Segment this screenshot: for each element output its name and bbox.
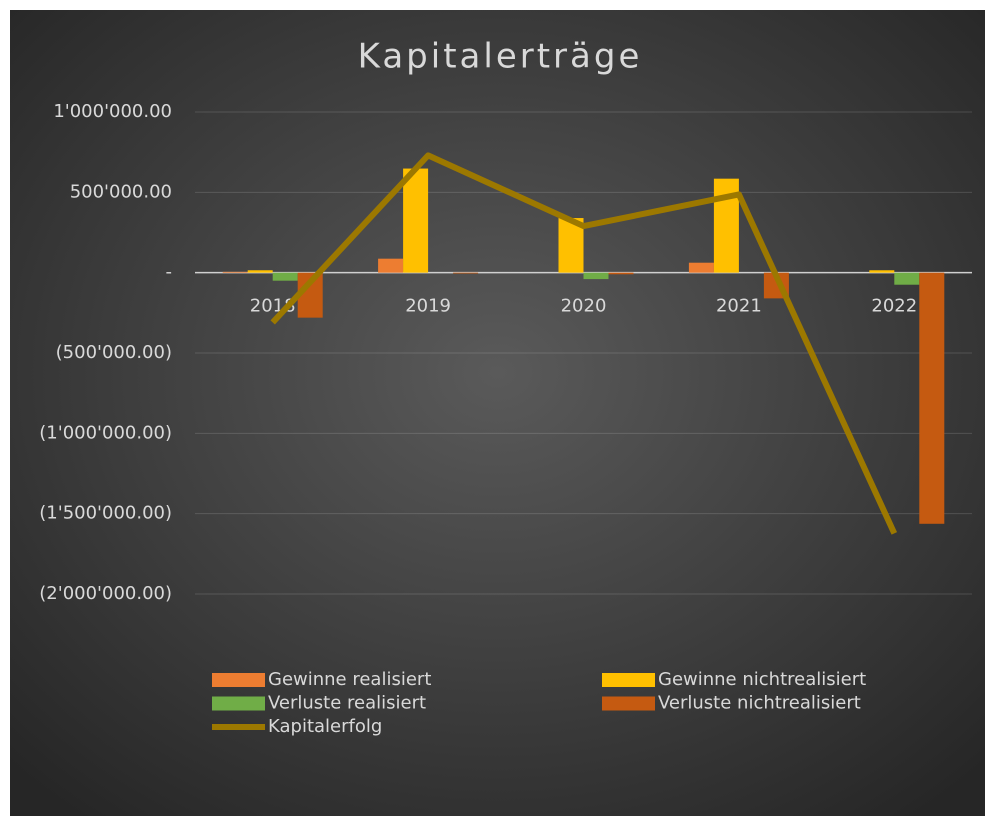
bar — [378, 258, 404, 273]
chart-background — [10, 10, 985, 816]
bar — [894, 272, 920, 285]
bar — [247, 270, 273, 273]
bar — [869, 270, 895, 273]
bar — [688, 262, 714, 273]
x-tick-label: 2019 — [405, 296, 451, 317]
bar — [583, 272, 609, 280]
bar — [608, 272, 634, 275]
chart-title: Kapitalerträge — [358, 37, 643, 77]
x-tick-label: 2022 — [871, 296, 917, 317]
line — [270, 152, 898, 535]
legend-swatch — [602, 696, 655, 711]
legend-swatch — [212, 696, 265, 711]
bar — [403, 168, 429, 273]
bar — [272, 272, 298, 281]
y-tick-label: (2'000'000.00) — [39, 583, 172, 604]
legend-label: Gewinne realisiert — [268, 669, 431, 690]
legend-swatch — [602, 673, 655, 687]
y-tick-label: (1'500'000.00) — [39, 503, 172, 524]
legend-label: Kapitalerfolg — [268, 716, 382, 737]
bar — [919, 272, 945, 524]
bar — [453, 272, 479, 274]
x-tick-label: 2020 — [561, 296, 607, 317]
legend-label: Verluste nichtrealisiert — [658, 693, 861, 714]
y-tick-label: 1'000'000.00 — [53, 101, 172, 122]
x-tick-label: 2021 — [716, 296, 762, 317]
y-tick-label: 500'000.00 — [70, 181, 172, 202]
legend-label: Verluste realisiert — [268, 693, 426, 714]
y-tick-label: (500'000.00) — [56, 342, 172, 363]
bar — [222, 271, 248, 273]
legend-label: Gewinne nichtrealisiert — [658, 669, 866, 690]
y-tick-label: - — [166, 262, 173, 283]
legend-swatch — [212, 673, 265, 687]
y-tick-label: (1'000'000.00) — [39, 422, 172, 443]
